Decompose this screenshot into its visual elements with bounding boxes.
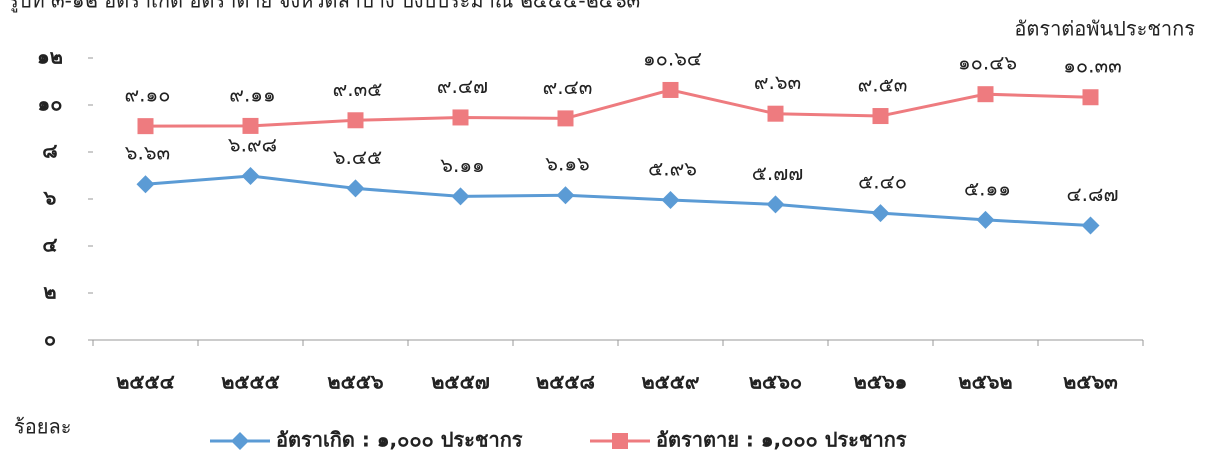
point	[451, 187, 470, 206]
point	[1082, 89, 1099, 106]
point	[242, 117, 259, 134]
x-tick-label: ๒๕๖๐	[749, 370, 802, 394]
x-tick-label: ๒๕๕๔	[116, 370, 175, 394]
x-tick-label: ๒๕๕๖	[327, 370, 383, 394]
legend-label: อัตราตาย : ๑,๐๐๐ ประชากร	[656, 428, 907, 452]
point	[136, 175, 155, 194]
data-label: ๕.๔๐	[858, 170, 907, 194]
y-tick-label: ๑๒	[37, 45, 63, 69]
point	[1081, 216, 1100, 235]
data-label: ๖.๔๕	[333, 145, 382, 169]
data-label: ๙.๕๓	[858, 73, 908, 97]
x-tick-label: ๒๕๕๕	[221, 370, 280, 394]
x-tick-label: ๒๕๕๙	[641, 370, 699, 394]
data-label: ๕.๑๑	[964, 176, 1011, 200]
point	[871, 204, 890, 223]
chart-title: รูปที่ ๓-๑๒ อัตราเกิด อัตราตาย จังหวัดลำ…	[8, 0, 640, 14]
data-label: ๙.๑๐	[125, 83, 171, 107]
data-label: ๑๐.๓๓	[1063, 54, 1122, 78]
series-line	[145, 88, 1091, 128]
point	[346, 179, 365, 198]
data-label: ๖.๑๑	[440, 153, 484, 177]
point	[976, 210, 995, 229]
y-tick-label: ๔	[42, 233, 57, 257]
point	[137, 118, 154, 135]
series-line	[145, 174, 1091, 228]
y-axis-label: ร้อยละ	[14, 415, 71, 439]
legend-label: อัตราเกิด : ๑,๐๐๐ ประชากร	[276, 428, 523, 452]
data-label: ๖.๙๘	[228, 132, 277, 156]
data-label: ๖.๑๖	[545, 152, 589, 176]
data-label: ๔.๘๗	[1067, 182, 1119, 206]
x-tick-label: ๒๕๖๓	[1063, 370, 1118, 394]
point	[766, 195, 785, 214]
data-label: ๙.๓๕	[333, 77, 383, 101]
legend-marker	[612, 433, 628, 449]
data-label: ๕.๗๗	[752, 161, 804, 185]
point	[452, 109, 469, 126]
point	[347, 112, 364, 129]
point	[556, 186, 575, 205]
point	[557, 110, 574, 127]
data-label: ๙.๔๓	[543, 75, 593, 99]
point	[661, 190, 680, 209]
point	[767, 105, 784, 122]
x-tick-label: ๒๕๖๑	[854, 370, 908, 394]
data-label: ๙.๖๓	[754, 70, 801, 94]
data-label: ๑๐.๔๖	[958, 51, 1017, 75]
data-label: ๙.๔๗	[437, 74, 488, 98]
y-tick-label: ๒	[43, 280, 56, 304]
point	[662, 81, 679, 98]
point	[241, 166, 260, 185]
data-label: ๖.๖๓	[125, 141, 170, 165]
legend-marker	[231, 432, 249, 450]
x-tick-label: ๒๕๕๗	[431, 370, 490, 394]
x-tick-label: ๒๕๕๘	[536, 370, 595, 394]
y-tick-label: ๐	[44, 327, 56, 351]
data-label: ๑๐.๖๔	[643, 46, 702, 70]
subtitle: อัตราต่อพันประชากร	[1014, 17, 1195, 41]
data-label: ๕.๙๖	[648, 156, 697, 180]
point	[977, 86, 994, 103]
point	[872, 108, 889, 125]
x-tick-label: ๒๕๖๒	[958, 370, 1012, 394]
y-tick-label: ๑๐	[38, 92, 63, 116]
y-tick-label: ๘	[42, 139, 57, 163]
data-label: ๙.๑๑	[229, 82, 275, 106]
y-tick-label: ๖	[43, 186, 57, 210]
